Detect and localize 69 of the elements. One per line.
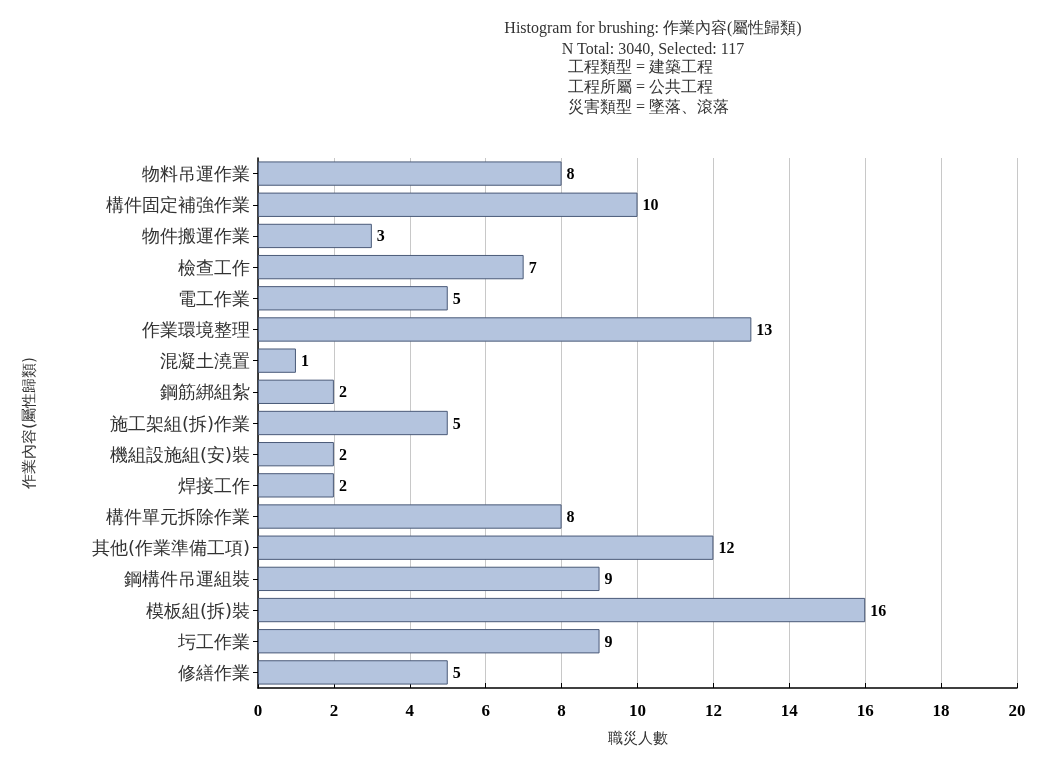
data-label: 9	[604, 632, 613, 650]
data-label: 5	[452, 414, 461, 432]
x-tick-label: 20	[1008, 701, 1026, 720]
bar	[258, 286, 448, 311]
data-label: 9	[604, 570, 613, 588]
bar	[258, 535, 714, 560]
data-label: 12	[718, 539, 735, 557]
bar	[258, 442, 334, 467]
y-tick-label: 模板組(拆)裝	[145, 599, 250, 621]
x-tick-label: 0	[253, 701, 263, 720]
x-tick-label: 14	[780, 701, 799, 720]
bar	[258, 660, 448, 685]
data-label: 7	[528, 258, 537, 276]
y-tick-label: 物料吊運作業	[142, 163, 250, 185]
text: 災害類型 = 墜落、滾落	[568, 97, 730, 115]
x-tick-label: 12	[704, 701, 722, 720]
y-axis-title: 作業內容(屬性歸類)	[19, 357, 38, 490]
x-tick-label: 4	[405, 701, 415, 720]
y-tick-label: 圬工作業	[177, 630, 250, 652]
data-label: 5	[452, 289, 461, 307]
x-tick-label: 18	[932, 701, 950, 720]
bar	[258, 566, 600, 592]
x-tick-label: 8	[557, 701, 566, 720]
data-label: 10	[642, 196, 659, 214]
x-tick-label: 6	[481, 701, 490, 720]
text: 工程類型 = 建築工程	[568, 57, 714, 75]
bar	[258, 192, 638, 217]
chart-subtitle: N Total: 3040, Selected: 117	[561, 39, 745, 57]
bar	[258, 254, 524, 280]
data-label: 16	[870, 601, 887, 619]
y-tick-label: 焊接工作	[178, 474, 250, 496]
x-tick-label: 2	[329, 701, 339, 720]
text: 工程所屬 = 公共工程	[568, 77, 714, 95]
x-tick-label: 16	[856, 701, 874, 720]
data-label: 8	[566, 508, 575, 526]
bar	[258, 629, 600, 654]
y-tick-label: 構件固定補強作業	[106, 194, 250, 216]
bar	[258, 410, 448, 436]
data-label: 2	[338, 445, 347, 463]
data-label: 2	[338, 476, 347, 494]
data-label: 3	[376, 227, 385, 245]
bar	[258, 504, 562, 529]
data-label: 5	[452, 663, 461, 681]
data-label: 13	[756, 320, 773, 338]
y-tick-label: 電工作業	[178, 287, 250, 309]
y-tick-label: 構件單元拆除作業	[106, 506, 250, 528]
y-tick-label: 其他(作業準備工項)	[91, 537, 250, 559]
bar	[258, 161, 562, 186]
x-tick-label: 10	[629, 701, 646, 720]
x-axis-title: 職災人數	[607, 728, 668, 747]
y-tick-label: 混凝土澆置	[160, 350, 250, 372]
bar	[258, 348, 296, 373]
data-label: 8	[566, 165, 575, 183]
y-tick-label: 物件搬運作業	[142, 225, 250, 247]
bar	[258, 473, 334, 498]
y-tick-label: 修繕作業	[178, 661, 250, 683]
y-tick-label: 機組設施組(安)裝	[109, 443, 250, 465]
bar	[258, 317, 752, 342]
y-tick-label: 鋼筋綁組紮	[160, 381, 250, 403]
bar	[258, 379, 334, 404]
data-label: 2	[338, 383, 347, 401]
bar	[258, 223, 372, 249]
y-tick-label: 檢查工作	[178, 256, 250, 278]
bar	[258, 597, 866, 623]
y-tick-label: 施工架組(拆)作業	[109, 412, 250, 434]
y-tick-label: 鋼構件吊運組裝	[124, 568, 250, 590]
chart-title: Histogram for brushing: 作業內容(屬性歸類)	[504, 18, 802, 37]
y-tick-label: 作業環境整理	[141, 318, 250, 340]
data-label: 1	[300, 352, 309, 370]
